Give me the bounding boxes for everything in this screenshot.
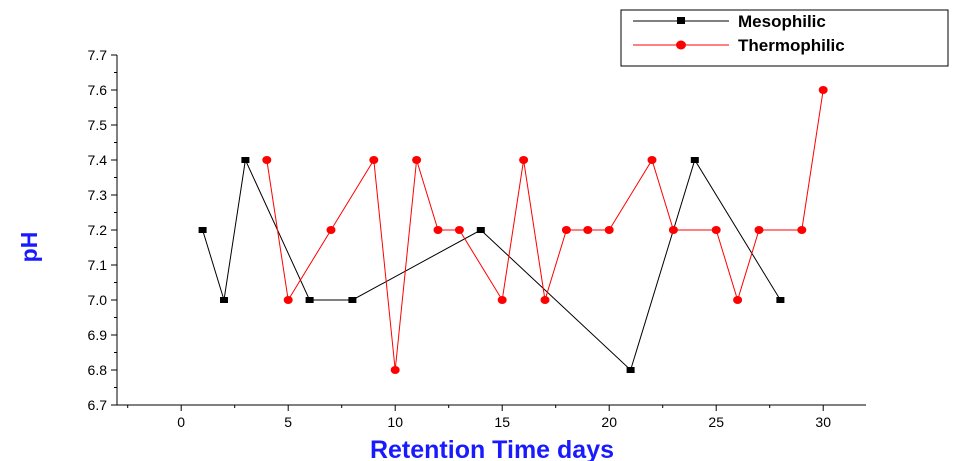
data-point <box>390 366 400 374</box>
data-point <box>818 86 828 94</box>
x-tick-label: 30 <box>815 414 831 430</box>
data-point <box>647 156 657 164</box>
y-tick-label: 7.1 <box>88 257 108 273</box>
y-tick-label: 7.2 <box>88 222 108 238</box>
data-point <box>476 227 485 233</box>
data-point <box>412 156 422 164</box>
legend-label: Thermophilic <box>738 36 845 55</box>
series-thermophilic <box>262 86 828 374</box>
legend-marker <box>677 17 685 24</box>
y-tick-label: 7.0 <box>88 292 108 308</box>
series-layer <box>198 86 828 374</box>
data-point <box>454 226 464 234</box>
data-point <box>369 156 379 164</box>
data-point <box>519 156 529 164</box>
x-tick-label: 15 <box>494 414 510 430</box>
data-point <box>220 297 228 303</box>
data-point <box>305 297 314 303</box>
legend-item-mesophilic: Mesophilic <box>633 12 826 31</box>
y-tick-label: 6.7 <box>88 397 108 413</box>
data-point <box>497 296 507 304</box>
legend-box <box>620 9 949 67</box>
legend-marker <box>676 40 686 50</box>
x-tick-label: 5 <box>284 414 292 430</box>
data-point <box>690 157 699 163</box>
y-tick-label: 7.5 <box>88 117 108 133</box>
x-tick-label: 0 <box>177 414 185 430</box>
y-tick-label: 6.9 <box>88 327 108 343</box>
data-point <box>241 157 250 163</box>
data-point <box>754 226 764 234</box>
legend: Mesophilic Thermophilic <box>620 9 949 67</box>
data-point <box>733 296 743 304</box>
data-point <box>433 226 443 234</box>
x-tick-label: 10 <box>387 414 403 430</box>
y-tick-label: 7.6 <box>88 82 108 98</box>
y-tick-label: 7.4 <box>88 152 108 168</box>
data-point <box>583 226 593 234</box>
data-point <box>776 297 785 303</box>
data-point <box>262 156 272 164</box>
y-axis-title: pH <box>16 232 42 263</box>
series-line <box>266 89 824 371</box>
x-axis-title: Retention Time days <box>370 436 614 461</box>
series-mesophilic <box>198 157 785 373</box>
data-point <box>326 226 336 234</box>
data-point <box>711 226 721 234</box>
data-point <box>561 226 571 234</box>
data-point <box>348 297 357 303</box>
data-point <box>540 296 550 304</box>
data-point <box>797 226 807 234</box>
data-point <box>283 296 293 304</box>
y-tick-label: 7.7 <box>88 47 108 63</box>
data-point <box>604 226 614 234</box>
x-tick-label: 25 <box>708 414 724 430</box>
series-line <box>202 158 781 371</box>
legend-label: Mesophilic <box>738 12 826 31</box>
axes: 6.7 6.8 6.9 7.0 7.1 7.2 7.3 7.4 7.5 7.6 7.7 0 5 10 15 2… <box>88 47 866 430</box>
data-point <box>626 367 635 373</box>
legend-item-thermophilic: Thermophilic <box>633 36 845 55</box>
data-point <box>668 226 678 234</box>
y-tick-label: 7.3 <box>88 187 108 203</box>
data-point <box>198 227 207 233</box>
x-tick-label: 20 <box>601 414 617 430</box>
y-tick-label: 6.8 <box>88 362 108 378</box>
